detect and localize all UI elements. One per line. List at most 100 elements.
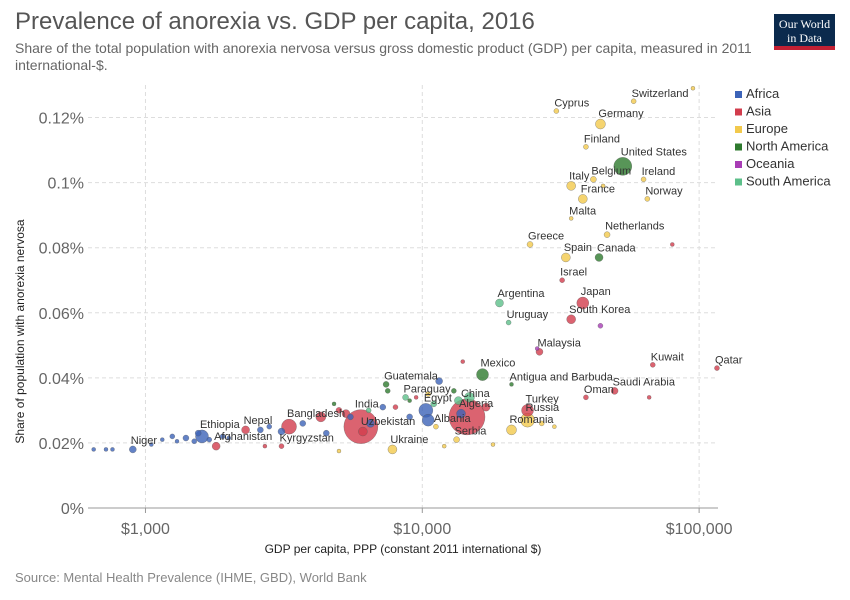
- data-point[interactable]: [110, 447, 115, 452]
- data-point[interactable]: [597, 323, 604, 329]
- owid-logo[interactable]: Our World in Data: [774, 14, 835, 50]
- data-point[interactable]: [613, 157, 633, 176]
- data-point[interactable]: [553, 108, 560, 114]
- legend-item[interactable]: Oceania: [746, 156, 795, 171]
- data-point[interactable]: [331, 401, 337, 407]
- data-point[interactable]: [640, 176, 647, 183]
- data-point[interactable]: [456, 408, 466, 419]
- data-point[interactable]: [387, 444, 398, 455]
- data-point[interactable]: [566, 181, 576, 191]
- data-point[interactable]: [277, 427, 286, 436]
- data-point[interactable]: [509, 382, 514, 387]
- data-point[interactable]: [406, 413, 413, 421]
- data-point[interactable]: [103, 447, 109, 452]
- data-point[interactable]: [481, 402, 491, 412]
- data-point[interactable]: [578, 194, 588, 204]
- point-label: Russia: [526, 402, 561, 414]
- data-point[interactable]: [630, 98, 637, 105]
- data-point[interactable]: [460, 359, 465, 364]
- data-point[interactable]: [169, 433, 176, 440]
- data-point[interactable]: [358, 426, 368, 437]
- data-point[interactable]: [568, 216, 574, 221]
- data-point[interactable]: [421, 413, 435, 427]
- data-point[interactable]: [335, 407, 343, 414]
- data-point[interactable]: [241, 425, 250, 435]
- data-point[interactable]: [413, 395, 419, 400]
- data-point[interactable]: [506, 424, 517, 436]
- data-point[interactable]: [521, 404, 534, 417]
- data-point[interactable]: [464, 392, 475, 403]
- data-point[interactable]: [451, 388, 457, 394]
- data-point[interactable]: [600, 183, 606, 189]
- data-point[interactable]: [382, 381, 390, 388]
- data-point[interactable]: [453, 436, 460, 443]
- data-point[interactable]: [650, 362, 656, 368]
- data-point[interactable]: [534, 346, 540, 351]
- data-point[interactable]: [490, 442, 496, 447]
- data-point[interactable]: [149, 442, 154, 447]
- data-point[interactable]: [583, 144, 589, 150]
- data-point[interactable]: [315, 411, 327, 423]
- data-point[interactable]: [384, 388, 391, 394]
- data-point[interactable]: [379, 403, 387, 411]
- data-point[interactable]: [566, 314, 576, 325]
- data-point[interactable]: [278, 443, 285, 449]
- data-point[interactable]: [646, 395, 652, 400]
- data-point[interactable]: [425, 391, 431, 397]
- data-point[interactable]: [182, 434, 190, 442]
- data-point[interactable]: [590, 176, 597, 183]
- data-point[interactable]: [402, 394, 409, 401]
- data-point[interactable]: [347, 413, 354, 421]
- data-point[interactable]: [495, 298, 504, 308]
- legend-item[interactable]: South America: [746, 174, 831, 189]
- data-point[interactable]: [526, 241, 534, 248]
- data-point[interactable]: [226, 435, 232, 441]
- data-point[interactable]: [392, 404, 399, 410]
- data-point[interactable]: [670, 242, 675, 247]
- data-point[interactable]: [594, 253, 604, 262]
- legend-item[interactable]: Europe: [746, 121, 788, 136]
- data-point[interactable]: [595, 118, 606, 130]
- data-point[interactable]: [257, 426, 264, 434]
- data-point[interactable]: [690, 86, 696, 91]
- data-point[interactable]: [610, 387, 619, 395]
- legend-item[interactable]: Asia: [746, 104, 772, 119]
- data-point[interactable]: [323, 429, 330, 437]
- data-point[interactable]: [91, 447, 96, 452]
- data-point[interactable]: [476, 368, 489, 381]
- data-point[interactable]: [435, 377, 443, 385]
- data-point[interactable]: [714, 365, 720, 371]
- data-point[interactable]: [505, 319, 512, 326]
- data-point[interactable]: [160, 437, 165, 442]
- data-point[interactable]: [559, 277, 565, 283]
- data-point[interactable]: [262, 443, 268, 449]
- data-point[interactable]: [430, 400, 438, 408]
- data-point[interactable]: [174, 439, 180, 444]
- data-point[interactable]: [644, 196, 651, 202]
- data-point[interactable]: [211, 441, 221, 451]
- legend-item[interactable]: Africa: [746, 86, 780, 101]
- data-point[interactable]: [407, 398, 412, 403]
- data-point[interactable]: [206, 436, 213, 443]
- data-point[interactable]: [441, 443, 447, 449]
- legend-item[interactable]: North America: [746, 139, 829, 154]
- data-point[interactable]: [454, 396, 463, 405]
- data-point[interactable]: [552, 424, 557, 429]
- data-point[interactable]: [576, 296, 590, 310]
- data-point[interactable]: [603, 231, 611, 238]
- data-point[interactable]: [336, 448, 342, 454]
- data-point[interactable]: [129, 445, 137, 454]
- data-point[interactable]: [366, 419, 375, 428]
- data-point[interactable]: [583, 394, 589, 401]
- data-point[interactable]: [299, 420, 307, 427]
- data-point[interactable]: [433, 423, 439, 430]
- data-point[interactable]: [365, 407, 372, 414]
- data-point[interactable]: [281, 418, 297, 435]
- data-point[interactable]: [538, 420, 545, 427]
- data-point[interactable]: [194, 429, 202, 437]
- data-point[interactable]: [191, 438, 197, 445]
- data-point[interactable]: [219, 433, 226, 440]
- x-tick-label: $100,000: [666, 521, 733, 538]
- data-point[interactable]: [266, 423, 273, 430]
- data-point[interactable]: [561, 252, 571, 263]
